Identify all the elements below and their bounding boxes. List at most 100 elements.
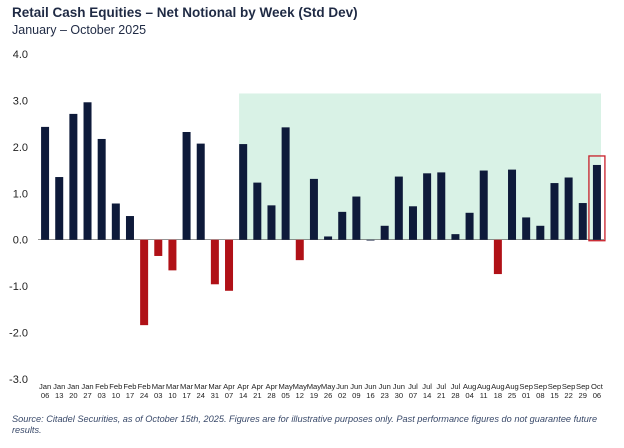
x-tick-day: 27 (83, 391, 91, 400)
x-tick-day: 29 (579, 391, 587, 400)
x-tick-month: Mar (180, 382, 194, 391)
y-tick-label: 4.0 (13, 49, 28, 61)
x-tick-day: 24 (196, 391, 204, 400)
bar-jul-21 (437, 172, 446, 240)
x-tick-month: Jul (422, 382, 432, 391)
bar-may-05 (281, 127, 290, 240)
x-tick-month: Aug (505, 382, 519, 391)
x-tick-day: 11 (480, 391, 488, 400)
x-tick-day: 18 (494, 391, 502, 400)
bar-may-12 (295, 239, 304, 261)
x-tick-day: 03 (97, 391, 105, 400)
bar-jan-20 (69, 113, 78, 240)
x-tick-day: 26 (324, 391, 332, 400)
x-tick-month: Aug (491, 382, 505, 391)
bar-jun-09 (352, 196, 361, 240)
bar-aug-04 (465, 212, 474, 240)
bar-aug-25 (508, 169, 517, 240)
y-tick-label: -1.0 (9, 281, 28, 293)
y-tick-label: 1.0 (13, 188, 28, 200)
x-tick-day: 16 (366, 391, 374, 400)
x-tick-day: 06 (593, 391, 601, 400)
bar-aug-18 (493, 239, 502, 275)
x-tick-day: 25 (508, 391, 516, 400)
x-tick-month: Jan (67, 382, 79, 391)
x-tick-month: Jul (436, 382, 446, 391)
bar-mar-31 (210, 239, 219, 285)
bar-feb-17 (125, 216, 134, 240)
x-tick-month: Jan (81, 382, 93, 391)
bar-sep-22 (564, 177, 573, 240)
x-tick-month: Sep (548, 382, 562, 391)
shaded-region (239, 93, 601, 240)
x-tick-day: 07 (225, 391, 233, 400)
chart-title: Retail Cash Equities – Net Notional by W… (12, 5, 358, 20)
x-tick-month: Jun (379, 382, 391, 391)
bar-feb-10 (111, 203, 120, 240)
x-tick-month: Mar (208, 382, 222, 391)
x-tick-day: 03 (154, 391, 162, 400)
x-tick-month: May (321, 382, 336, 391)
x-tick-month: Feb (123, 382, 136, 391)
x-tick-day: 01 (522, 391, 530, 400)
y-tick-label: -3.0 (9, 374, 28, 386)
bar-sep-01 (522, 217, 531, 240)
x-tick-day: 17 (182, 391, 190, 400)
bar-mar-24 (196, 143, 205, 240)
x-tick-day: 23 (380, 391, 388, 400)
x-tick-month: Feb (95, 382, 108, 391)
bar-aug-11 (479, 170, 488, 240)
x-tick-month: May (293, 382, 308, 391)
bar-feb-03 (97, 138, 106, 240)
x-tick-day: 30 (395, 391, 403, 400)
bar-apr-07 (225, 239, 234, 291)
bar-apr-14 (239, 144, 248, 240)
highlight-box (588, 155, 606, 242)
chart-subtitle: January – October 2025 (12, 23, 147, 37)
y-tick-label: 3.0 (13, 95, 28, 107)
x-tick-day: 20 (69, 391, 77, 400)
x-tick-month: Apr (251, 382, 263, 391)
x-tick-day: 14 (239, 391, 247, 400)
x-tick-day: 12 (296, 391, 304, 400)
x-tick-month: Jan (39, 382, 51, 391)
x-tick-day: 09 (352, 391, 360, 400)
x-tick-day: 07 (409, 391, 417, 400)
source-note: Source: Citadel Securities, as of Octobe… (12, 414, 598, 435)
bar-mar-10 (168, 239, 177, 271)
x-tick-month: Jun (393, 382, 405, 391)
bar-jan-27 (83, 102, 92, 240)
x-tick-day: 04 (465, 391, 473, 400)
x-tick-month: May (278, 382, 293, 391)
x-tick-day: 28 (267, 391, 275, 400)
x-tick-day: 06 (41, 391, 49, 400)
bar-jul-07 (408, 206, 417, 240)
x-tick-day: 10 (168, 391, 176, 400)
x-tick-month: Mar (152, 382, 166, 391)
x-tick-month: Feb (138, 382, 151, 391)
bar-apr-28 (267, 205, 276, 240)
x-tick-month: Jun (350, 382, 362, 391)
x-tick-day: 17 (126, 391, 134, 400)
bar-mar-17 (182, 132, 191, 240)
bar-jun-30 (394, 176, 403, 240)
bar-jun-02 (338, 211, 347, 240)
x-tick-day: 19 (310, 391, 318, 400)
bar-jun-23 (380, 225, 389, 240)
x-tick-day: 31 (211, 391, 219, 400)
x-tick-month: Oct (591, 382, 604, 391)
x-tick-month: Sep (576, 382, 590, 391)
x-tick-month: Jun (364, 382, 376, 391)
x-tick-month: Jul (451, 382, 461, 391)
x-tick-month: Aug (477, 382, 491, 391)
x-tick-day: 21 (253, 391, 261, 400)
x-tick-month: Sep (519, 382, 533, 391)
x-tick-month: Sep (562, 382, 576, 391)
x-tick-month: Aug (463, 382, 477, 391)
x-tick-month: Apr (223, 382, 235, 391)
bar-jul-14 (423, 173, 432, 240)
bar-chart: 4.03.02.01.00.0-1.0-2.0-3.0Jan06Jan13Jan… (9, 49, 606, 400)
x-tick-day: 10 (112, 391, 120, 400)
x-tick-day: 14 (423, 391, 431, 400)
y-tick-label: 2.0 (13, 142, 28, 154)
